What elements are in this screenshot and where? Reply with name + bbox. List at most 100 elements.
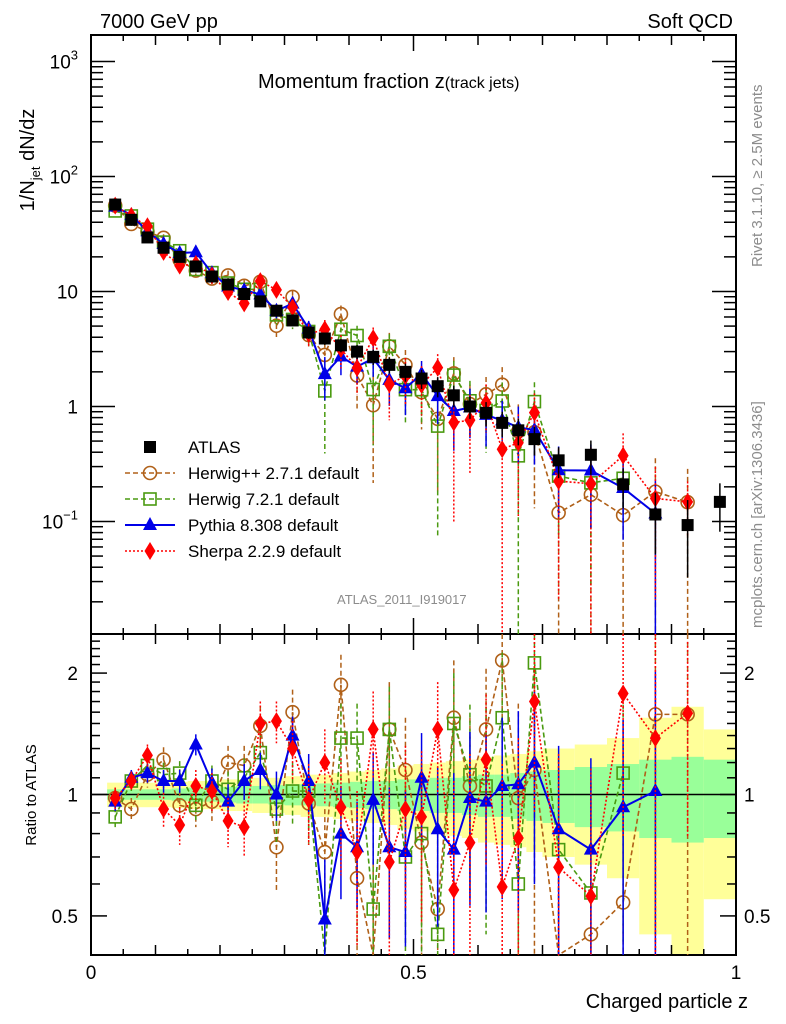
- ratio-data-point: [616, 799, 631, 813]
- ratio-data-point: [350, 731, 364, 745]
- ratio-y-tick-label-right: 0.5: [744, 907, 770, 928]
- ratio-data-point: [269, 786, 284, 800]
- atlas-data-point: [367, 350, 380, 363]
- atlas-data-point: [318, 332, 331, 345]
- atlas-data-point: [584, 448, 597, 461]
- ratio-data-point: [124, 801, 139, 817]
- tick-exponent: 2: [71, 162, 78, 177]
- main-y-tick-label: 10: [57, 282, 78, 303]
- legend-label: Pythia 8.308 default: [188, 516, 339, 535]
- data-point: [351, 359, 363, 378]
- ratio-y-tick-label-right: 2: [744, 664, 755, 685]
- ratio-data-point: [432, 720, 444, 739]
- atlas-data-point: [552, 454, 565, 467]
- ratio-data-point: [382, 722, 397, 737]
- data-point: [366, 382, 380, 397]
- ratio-data-point: [585, 887, 597, 906]
- ratio-data-point: [480, 750, 492, 769]
- header-right: Soft QCD: [647, 11, 733, 33]
- data-point: [432, 358, 444, 377]
- ratio-data-point: [285, 784, 300, 798]
- tick-base: 10: [57, 282, 78, 303]
- ratio-data-point: [528, 692, 540, 711]
- atlas-data-point: [222, 278, 235, 291]
- side-label-mcplots: mcplots.cern.ch [arXiv:1306.3436]: [749, 401, 766, 628]
- ratio-data-point: [366, 791, 381, 805]
- legend-entry: Pythia 8.308 default: [125, 516, 339, 535]
- ratio-data-point: [496, 877, 508, 896]
- atlas-data-point: [205, 270, 218, 283]
- series-atlas: [109, 198, 726, 578]
- main-y-tick-label: 10−1: [42, 507, 78, 533]
- main-plot-area: [107, 196, 726, 634]
- ratio-data-point: [303, 790, 315, 809]
- ratio-y-tick-label-left: 2: [67, 664, 78, 685]
- series-line: [114, 204, 688, 503]
- legend-marker: [144, 441, 156, 453]
- ratio-data-point: [141, 746, 153, 765]
- ratio-y-tick-label-left: 0.5: [52, 907, 78, 928]
- ratio-data-point: [190, 776, 202, 795]
- ratio-data-point: [617, 684, 629, 703]
- band-stat: [703, 759, 736, 839]
- series-1: [108, 204, 630, 634]
- atlas-data-point: [157, 241, 170, 254]
- ratio-series-3: [109, 634, 694, 955]
- atlas-data-point: [480, 406, 493, 419]
- plot-title-main: Momentum fraction: [258, 71, 435, 93]
- ratio-data-point: [351, 843, 363, 862]
- main-y-axis-label-suffix: dN/dz: [17, 109, 39, 167]
- legend-label: Sherpa 2.2.9 default: [188, 542, 341, 561]
- ratio-data-point: [172, 773, 187, 787]
- atlas-data-point: [415, 372, 428, 385]
- tick-base: 10: [50, 52, 71, 73]
- atlas-data-point: [383, 358, 396, 371]
- main-y-axis-label-prefix: 1/N: [17, 180, 39, 211]
- data-point: [528, 403, 540, 422]
- ratio-data-point: [254, 714, 266, 733]
- ratio-data-point: [399, 800, 411, 819]
- tick-exponent: 3: [71, 47, 78, 62]
- analysis-id: ATLAS_2011_I919017: [337, 592, 467, 607]
- atlas-data-point: [447, 389, 460, 402]
- atlas-data-point: [286, 314, 299, 327]
- atlas-data-point: [528, 433, 541, 446]
- ratio-data-point: [220, 755, 236, 770]
- ratio-data-point: [188, 736, 203, 750]
- ratio-data-point: [158, 800, 170, 819]
- atlas-data-point: [189, 260, 202, 273]
- x-axis-label: Charged particle z: [586, 991, 748, 1013]
- ratio-data-point: [648, 783, 663, 797]
- ratio-data-point: [174, 816, 186, 835]
- data-point: [464, 411, 476, 430]
- ratio-data-point: [464, 833, 476, 852]
- ratio-axes: 0 0.5 1 2 2 1 1 0.5 0.5: [52, 633, 770, 984]
- ratio-data-point: [253, 762, 268, 776]
- ratio-data-point: [462, 790, 477, 804]
- ratio-data-point: [367, 720, 379, 739]
- atlas-data-point: [713, 495, 726, 508]
- data-point: [382, 339, 397, 354]
- data-point: [270, 280, 282, 299]
- data-point: [141, 217, 153, 236]
- side-label-rivet: Rivet 3.1.10, ≥ 2.5M events: [749, 85, 766, 268]
- x-tick-label: 0: [86, 963, 97, 984]
- data-point: [383, 375, 395, 394]
- ratio-data-point: [238, 818, 250, 837]
- ratio-data-point: [649, 729, 661, 748]
- ratio-series-line: [114, 662, 624, 956]
- legend-marker: [143, 492, 157, 506]
- ratio-data-point: [319, 753, 331, 772]
- legend-label: ATLAS: [188, 438, 241, 457]
- ratio-data-point: [553, 858, 565, 877]
- ratio-data-point: [237, 773, 252, 787]
- tick-base: 10: [50, 167, 71, 188]
- atlas-data-point: [141, 231, 154, 244]
- atlas-data-point: [270, 304, 283, 317]
- data-point: [496, 440, 508, 459]
- ratio-data-point: [335, 798, 347, 817]
- data-point: [317, 366, 332, 380]
- atlas-data-point: [351, 345, 364, 358]
- ratio-data-point: [221, 793, 236, 807]
